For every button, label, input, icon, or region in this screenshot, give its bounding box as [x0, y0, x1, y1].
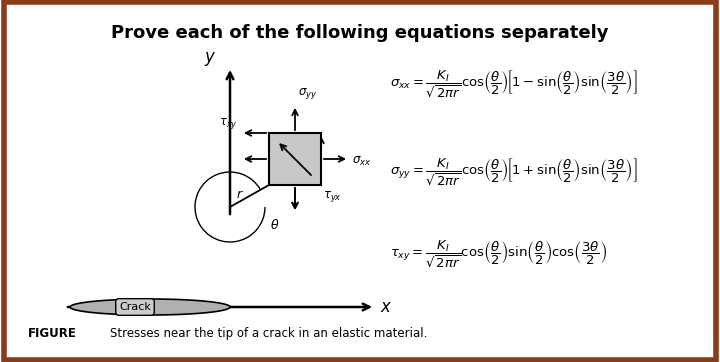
Text: $\sigma_{xx}$: $\sigma_{xx}$: [352, 155, 372, 168]
Text: $\sigma_{yy} = \dfrac{K_I}{\sqrt{2\pi r}}\cos\!\left(\dfrac{\theta}{2}\right)\!\: $\sigma_{yy} = \dfrac{K_I}{\sqrt{2\pi r}…: [390, 157, 638, 187]
Text: $x$: $x$: [380, 299, 392, 316]
Text: $\theta$: $\theta$: [270, 218, 279, 232]
Text: $\sigma_{xx} = \dfrac{K_I}{\sqrt{2\pi r}}\cos\!\left(\dfrac{\theta}{2}\right)\!\: $\sigma_{xx} = \dfrac{K_I}{\sqrt{2\pi r}…: [390, 69, 638, 99]
Text: $\sigma_{yy}$: $\sigma_{yy}$: [298, 86, 318, 101]
Text: Prove each of the following equations separately: Prove each of the following equations se…: [112, 24, 608, 42]
Text: $y$: $y$: [204, 50, 216, 68]
Text: FIGURE: FIGURE: [28, 327, 77, 340]
Text: $r$: $r$: [235, 188, 243, 201]
Text: $\tau_{xy} = \dfrac{K_I}{\sqrt{2\pi r}}\cos\!\left(\dfrac{\theta}{2}\right)\sin\: $\tau_{xy} = \dfrac{K_I}{\sqrt{2\pi r}}\…: [390, 239, 607, 269]
Polygon shape: [70, 299, 230, 315]
Text: Crack: Crack: [119, 302, 151, 312]
Text: $\tau_{xy}$: $\tau_{xy}$: [219, 116, 238, 131]
Text: Stresses near the tip of a crack in an elastic material.: Stresses near the tip of a crack in an e…: [110, 327, 428, 340]
Text: $\tau_{yx}$: $\tau_{yx}$: [323, 189, 342, 204]
Bar: [269, 133, 321, 185]
